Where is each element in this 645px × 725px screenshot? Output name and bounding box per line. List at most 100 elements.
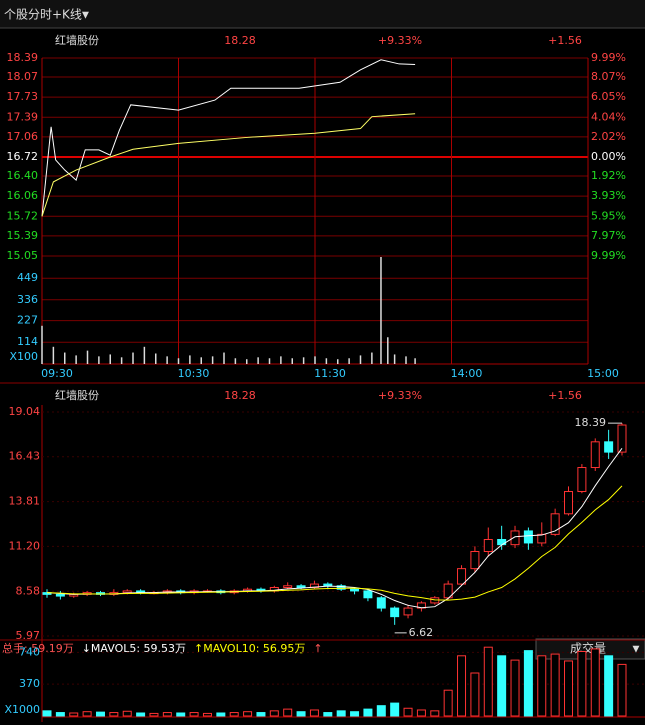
price: 18.28 bbox=[224, 34, 256, 47]
candle-body bbox=[363, 590, 373, 599]
y-tick-label: 8.58 bbox=[16, 584, 41, 597]
indicator: 总手: 59.19万 bbox=[2, 641, 74, 655]
volume-bar bbox=[510, 659, 520, 717]
low-label: 6.62 bbox=[409, 626, 434, 639]
volume-bar bbox=[470, 672, 480, 717]
volume-tick-label: 114 bbox=[17, 335, 38, 348]
volume-tick-label: 740 bbox=[19, 645, 40, 658]
volume-bar bbox=[136, 712, 146, 717]
volume-bar bbox=[336, 710, 346, 717]
y-tick-label: 16.43 bbox=[9, 450, 41, 463]
y-tick-label: 5.97 bbox=[16, 629, 41, 642]
stock-name: 红墙股份 bbox=[55, 388, 99, 402]
candle-body bbox=[283, 585, 293, 588]
y-tick-label: 15.05 bbox=[7, 249, 39, 262]
y-tick-label: 19.04 bbox=[9, 405, 41, 418]
pct-label: 5.95% bbox=[591, 209, 626, 222]
candle-body bbox=[564, 491, 574, 515]
volume-unit: X100 bbox=[9, 350, 38, 363]
volume-bar bbox=[256, 712, 266, 717]
volume-bar bbox=[176, 712, 186, 717]
volume-bar bbox=[350, 711, 360, 717]
y-tick-label: 18.39 bbox=[7, 51, 39, 64]
volume-tick-label: 370 bbox=[19, 677, 40, 690]
volume-bar bbox=[617, 663, 627, 717]
change-pct: +9.33% bbox=[378, 34, 422, 47]
dropdown-arrow[interactable]: ▼ bbox=[633, 645, 640, 655]
volume-tick-label: 336 bbox=[17, 293, 38, 306]
volume-bar bbox=[82, 711, 92, 717]
price: 18.28 bbox=[224, 389, 256, 402]
x-tick-label: 14:00 bbox=[451, 367, 483, 380]
x-tick-label: 15:00 bbox=[587, 367, 619, 380]
x-tick-label: 10:30 bbox=[178, 367, 210, 380]
pct-label: 9.99% bbox=[591, 51, 626, 64]
y-tick-label: 18.07 bbox=[7, 70, 39, 83]
volume-bar bbox=[122, 710, 132, 717]
volume-bar bbox=[590, 648, 600, 717]
candle-body bbox=[457, 568, 467, 585]
y-tick-label: 15.72 bbox=[7, 209, 39, 222]
y-tick-label: 16.06 bbox=[7, 189, 39, 202]
pct-label: 3.93% bbox=[591, 189, 626, 202]
pct-label: 9.99% bbox=[591, 249, 626, 262]
top-bar bbox=[0, 0, 645, 28]
candle-body bbox=[122, 590, 132, 594]
change: +1.56 bbox=[548, 389, 582, 402]
y-tick-label: 17.73 bbox=[7, 90, 39, 103]
volume-select-label[interactable]: 成交量 bbox=[570, 641, 606, 656]
pct-label: 8.07% bbox=[591, 70, 626, 83]
volume-bar bbox=[229, 712, 239, 717]
volume-bar bbox=[189, 712, 199, 717]
candle-body bbox=[323, 583, 333, 587]
y-tick-label: 16.40 bbox=[7, 169, 39, 182]
pct-label: 7.97% bbox=[591, 229, 626, 242]
candle-body bbox=[376, 597, 386, 609]
candle-body bbox=[470, 551, 480, 570]
pct-label: 4.04% bbox=[591, 110, 626, 123]
dropdown-arrow[interactable]: ▼ bbox=[82, 11, 89, 21]
pct-label: 1.92% bbox=[591, 169, 626, 182]
candle-body bbox=[577, 467, 587, 493]
volume-bar bbox=[604, 655, 614, 717]
volume-select[interactable] bbox=[535, 638, 645, 660]
volume-bar bbox=[430, 710, 440, 717]
volume-bar bbox=[269, 710, 279, 717]
volume-bar bbox=[149, 712, 159, 717]
volume-bar bbox=[416, 709, 426, 717]
line-price bbox=[41, 59, 416, 217]
volume-bar bbox=[216, 712, 226, 717]
pct-label: 0.00% bbox=[591, 150, 626, 163]
volume-bar bbox=[497, 655, 507, 717]
volume-bar bbox=[376, 705, 386, 717]
change-pct: +9.33% bbox=[378, 389, 422, 402]
volume-bar bbox=[537, 655, 547, 717]
volume-bar bbox=[363, 708, 373, 717]
change: +1.56 bbox=[548, 34, 582, 47]
candle-body bbox=[336, 585, 346, 590]
volume-bar bbox=[443, 689, 453, 717]
volume-bar bbox=[564, 660, 574, 717]
x-tick-label: 11:30 bbox=[314, 367, 346, 380]
volume-bar bbox=[457, 655, 467, 717]
ma-line bbox=[46, 448, 623, 609]
volume-unit: X1000 bbox=[4, 703, 40, 716]
pct-label: 6.05% bbox=[591, 90, 626, 103]
high-label: 18.39 bbox=[575, 416, 607, 429]
candle-body bbox=[590, 441, 600, 469]
volume-bar bbox=[283, 708, 293, 717]
stock-name: 红墙股份 bbox=[55, 33, 99, 47]
volume-bar bbox=[309, 709, 319, 717]
candle-body bbox=[523, 530, 533, 544]
volume-bar bbox=[95, 711, 105, 717]
x-tick-label: 09:30 bbox=[41, 367, 73, 380]
candle-body bbox=[350, 588, 360, 592]
volume-bar bbox=[42, 710, 52, 717]
volume-bar bbox=[162, 712, 172, 717]
volume-bar bbox=[202, 712, 212, 717]
volume-bar bbox=[109, 712, 119, 717]
volume-bar bbox=[523, 650, 533, 717]
panel-title[interactable]: 个股分时+K线 bbox=[4, 8, 82, 22]
